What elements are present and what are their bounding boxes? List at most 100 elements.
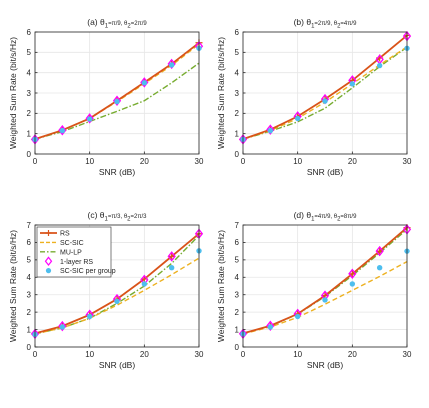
title-text: =π/9, θ bbox=[108, 21, 128, 27]
one-layer-rs-point bbox=[58, 124, 67, 136]
y-tick-label: 6 bbox=[235, 238, 240, 247]
one-layer-rs-point bbox=[167, 251, 176, 262]
title-text: =2π/9 bbox=[131, 21, 148, 27]
title-subscript: 1 bbox=[311, 217, 315, 223]
y-tick-label: 3 bbox=[27, 89, 32, 98]
sc-sic-group-point bbox=[294, 115, 301, 122]
title-subscript: 2 bbox=[337, 217, 341, 223]
y-axis-label: Weighted Sum Rate (bit/s/Hz) bbox=[8, 230, 18, 342]
y-tick-label: 1 bbox=[27, 129, 32, 138]
legend-label: 1-layer RS bbox=[60, 259, 93, 266]
sc-sic-group-point bbox=[141, 281, 148, 287]
y-tick-label: 4 bbox=[27, 273, 32, 282]
x-tick-label: 10 bbox=[85, 157, 94, 166]
x-axis-label: SNR (dB) bbox=[99, 360, 136, 370]
sc-sic-group-point bbox=[322, 98, 328, 104]
x-tick-label: 20 bbox=[348, 350, 357, 359]
y-tick-label: 2 bbox=[27, 109, 32, 118]
title-text: (c) θ bbox=[88, 210, 105, 220]
sc-sic-group-point bbox=[267, 324, 274, 330]
title-text: =2π/3 bbox=[131, 214, 148, 220]
y-tick-label: 5 bbox=[235, 256, 240, 265]
axes-frame bbox=[34, 224, 200, 348]
y-tick-label: 3 bbox=[235, 291, 240, 300]
chart-panel-0: 0 10 20 30 0 1 2 3 4 5 6 SNR (dB) Weighted Sum Rate … bbox=[8, 17, 204, 177]
legend-label: SC-SIC per group bbox=[60, 268, 116, 275]
y-tick-label: 0 bbox=[27, 343, 32, 352]
y-tick-label: 0 bbox=[235, 150, 240, 159]
chart-title: (c) θ1=π/3, θ2=2π/3 bbox=[88, 210, 148, 223]
one-layer-rs-point bbox=[58, 320, 67, 332]
one-layer-rs-point bbox=[375, 245, 384, 257]
rs-plus-marker bbox=[168, 252, 176, 260]
x-tick-label: 0 bbox=[241, 157, 246, 166]
title-text: =π/3, θ bbox=[108, 214, 128, 220]
legend-marker-rs bbox=[45, 230, 52, 236]
sc-sic-group-point bbox=[376, 265, 383, 271]
legend-swatch-one-layer-rs bbox=[44, 256, 53, 266]
y-tick-label: 4 bbox=[27, 68, 32, 77]
y-tick-label: 2 bbox=[235, 308, 240, 317]
legend-swatch-sc-sic-group bbox=[45, 268, 52, 274]
sc-sic-group-point bbox=[168, 62, 175, 68]
title-text: =4π/9 bbox=[340, 21, 357, 27]
y-axis-label: Weighted Sum Rate (bit/s/Hz) bbox=[216, 230, 226, 342]
x-axis-label: SNR (dB) bbox=[99, 167, 136, 177]
y-tick-label: 7 bbox=[27, 221, 32, 230]
x-tick-label: 0 bbox=[33, 157, 38, 166]
x-tick-label: 20 bbox=[348, 157, 357, 166]
sc-sic-group-point bbox=[349, 281, 356, 287]
y-tick-label: 5 bbox=[27, 256, 32, 265]
legend-label: RS bbox=[60, 231, 70, 238]
rs-plus-marker bbox=[348, 270, 356, 278]
axes-frame bbox=[242, 224, 408, 348]
y-tick-label: 6 bbox=[27, 238, 32, 247]
title-subscript: 1 bbox=[311, 24, 315, 30]
chart-title: (d) θ1=4π/9, θ2=8π/9 bbox=[294, 210, 357, 223]
y-tick-label: 2 bbox=[27, 308, 32, 317]
y-tick-label: 0 bbox=[27, 150, 32, 159]
y-tick-label: 4 bbox=[235, 68, 240, 77]
y-tick-label: 1 bbox=[235, 129, 240, 138]
legend-label: MU-LP bbox=[60, 249, 82, 256]
title-subscript: 2 bbox=[127, 24, 131, 30]
x-tick-label: 30 bbox=[403, 157, 412, 166]
legend: RS SC-SIC MU-LP 1-layer RS SC-SIC per group bbox=[36, 226, 116, 278]
one-layer-rs-point bbox=[167, 58, 176, 70]
y-tick-label: 3 bbox=[235, 89, 240, 98]
chart-title: (a) θ1=π/9, θ2=2π/9 bbox=[87, 17, 147, 30]
x-tick-label: 10 bbox=[293, 350, 302, 359]
plot-area bbox=[243, 225, 407, 347]
sc-sic-group-point bbox=[59, 324, 66, 330]
sc-sic-group-point bbox=[114, 298, 120, 305]
sc-sic-group-point bbox=[349, 81, 356, 87]
sc-sic-group-point bbox=[86, 313, 93, 320]
x-tick-label: 20 bbox=[140, 350, 149, 359]
y-tick-label: 5 bbox=[235, 48, 240, 57]
y-tick-label: 6 bbox=[235, 28, 240, 37]
title-subscript: 1 bbox=[105, 24, 109, 30]
title-subscript: 2 bbox=[127, 217, 131, 223]
chart-panel-1: 0 10 20 30 0 1 2 3 4 5 6 SNR (dB) Weighted Sum Rate … bbox=[216, 17, 412, 177]
y-tick-label: 1 bbox=[235, 325, 240, 334]
title-text: (d) θ bbox=[294, 210, 312, 220]
chart-panel-3: 0 10 20 30 0 1 2 3 4 5 6 7 SNR (dB) Weighted Sum Rate… bbox=[216, 210, 412, 370]
sc-sic-group-point bbox=[294, 313, 301, 320]
title-subscript: 2 bbox=[337, 24, 341, 30]
one-layer-rs-point bbox=[85, 113, 94, 124]
one-layer-rs-point bbox=[348, 268, 357, 280]
rs-plus-marker bbox=[376, 247, 384, 255]
sc-sic-group-point bbox=[168, 265, 175, 271]
y-tick-label: 5 bbox=[27, 48, 32, 57]
sc-sic-group-point bbox=[86, 116, 93, 122]
x-tick-label: 30 bbox=[403, 350, 412, 359]
y-tick-label: 6 bbox=[27, 28, 32, 37]
sc-sic-group-point bbox=[376, 62, 383, 69]
chart-panel-2: 0 10 20 30 0 1 2 3 4 5 6 7 SNR (dB) Weighted Sum Rate… bbox=[8, 210, 204, 370]
one-layer-rs-point bbox=[266, 320, 275, 331]
x-tick-label: 30 bbox=[195, 350, 204, 359]
title-text: =4π/9, θ bbox=[314, 214, 337, 220]
x-tick-label: 10 bbox=[85, 350, 94, 359]
y-axis-label: Weighted Sum Rate (bit/s/Hz) bbox=[216, 37, 226, 149]
title-text: (a) θ bbox=[87, 17, 105, 27]
